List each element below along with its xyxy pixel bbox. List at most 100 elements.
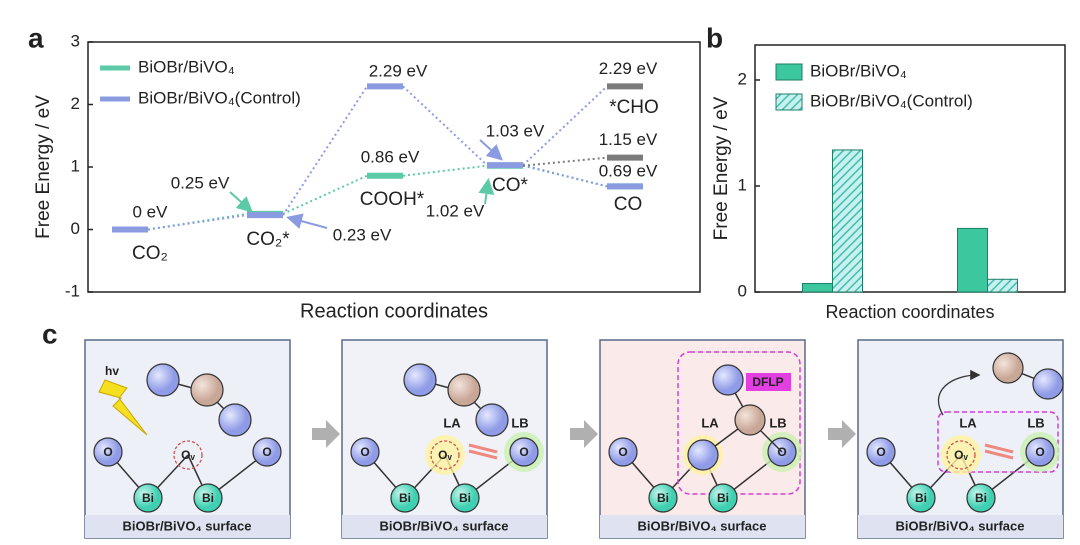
surface-label: BiOBr/BiVO₄ surface xyxy=(637,518,766,533)
bi-atom xyxy=(133,483,163,513)
bond xyxy=(984,449,1014,460)
pointer-arrow xyxy=(479,139,503,161)
o-atom xyxy=(712,364,744,396)
surface-label: BiOBr/BiVO₄ surface xyxy=(379,518,508,533)
o-atom xyxy=(93,437,123,467)
value-label: 1.03 eV xyxy=(486,121,545,140)
dflp-tag xyxy=(746,373,791,391)
dflp-frame xyxy=(937,411,1059,473)
dflp-frame xyxy=(677,351,801,495)
dflp-label: DFLP xyxy=(752,375,783,389)
value-label: 1.02 eV xyxy=(426,201,485,220)
bi-atom-label: Bi xyxy=(142,491,154,505)
surface-label: BiOBr/BiVO₄ surface xyxy=(895,518,1024,533)
vacancy xyxy=(946,440,976,470)
legend-swatch xyxy=(775,93,803,111)
legend-label: BiOBr/BiVO₄ xyxy=(810,61,907,80)
bi-atom xyxy=(390,483,420,513)
o-atom xyxy=(866,437,896,467)
category-label: CO₂* xyxy=(246,229,290,250)
o-atom xyxy=(509,437,539,467)
value-label: 2.29 eV xyxy=(599,59,658,78)
o-atom-label: O xyxy=(103,445,112,459)
c-atom xyxy=(992,352,1024,384)
o-atom-label: O xyxy=(876,445,885,459)
legend-label: BiOBr/BiVO₄(Control) xyxy=(138,88,301,107)
o-atom-label: O xyxy=(1035,445,1044,459)
o-atom-label: O xyxy=(519,445,528,459)
bar xyxy=(987,278,1018,293)
connector xyxy=(282,85,368,216)
la-label: LA xyxy=(443,415,461,430)
category-label: CO₂ xyxy=(132,243,168,264)
o-atom xyxy=(475,403,509,437)
o-atom xyxy=(350,437,380,467)
legend-swatch xyxy=(775,63,803,81)
bi-atom-label: Bi xyxy=(915,491,927,505)
scheme-panel: BiOBr/BiVO₄ surface O O Bi Bi Oᵥ hv xyxy=(84,339,291,539)
la-label: LA xyxy=(959,415,977,430)
bond xyxy=(984,443,1014,454)
hv-label: hv xyxy=(105,364,119,378)
value-label: 0.69 eV xyxy=(599,161,658,180)
pointer-arrow xyxy=(286,213,328,229)
release-arrow xyxy=(937,369,981,416)
bi-atom-label: Bi xyxy=(399,491,411,505)
value-label: 1.15 eV xyxy=(599,130,658,149)
y-tick-label: 1 xyxy=(71,156,80,175)
legend-label: BiOBr/BiVO₄(Control) xyxy=(810,91,973,110)
surface-band xyxy=(342,515,547,538)
vacancy-label: Oᵥ xyxy=(438,448,452,462)
connector xyxy=(522,164,608,188)
lb-label: LB xyxy=(1027,415,1044,430)
panel-label: c xyxy=(42,318,58,349)
category-label: CO xyxy=(614,194,643,215)
panel-label: b xyxy=(706,22,723,53)
o-atom xyxy=(1032,368,1064,400)
bi-atom-label: Bi xyxy=(202,491,214,505)
c-atom xyxy=(190,373,224,407)
value-label: 0.25 eV xyxy=(171,173,230,192)
vacancy-label: Oᵥ xyxy=(954,448,968,462)
scheme-panel: BiOBr/BiVO₄ surface DFLP LA LB O O Bi Bi xyxy=(599,339,806,539)
connector xyxy=(522,156,608,167)
y-tick-label: 2 xyxy=(738,69,747,88)
value-label: 0 eV xyxy=(133,202,169,221)
lb-label: LB xyxy=(769,415,786,430)
bond xyxy=(468,443,498,454)
step-arrow xyxy=(312,420,340,448)
surface-label: BiOBr/BiVO₄ surface xyxy=(122,518,251,533)
surface-band xyxy=(85,515,290,538)
step-arrow xyxy=(828,420,856,448)
o-atom xyxy=(1025,437,1055,467)
y-tick-label: 1 xyxy=(738,175,747,194)
connector xyxy=(147,214,248,231)
bi-atom xyxy=(193,483,223,513)
y-tick-label: 2 xyxy=(71,94,80,113)
panel-label: a xyxy=(28,22,44,53)
value-label: 2.29 eV xyxy=(369,61,428,80)
y-tick-label: 0 xyxy=(738,281,747,300)
bi-atom-label: Bi xyxy=(975,491,987,505)
lb-label: LB xyxy=(511,415,528,430)
o-atom-label: O xyxy=(262,445,271,459)
bar xyxy=(957,227,988,293)
bound-atom xyxy=(687,439,719,471)
bar xyxy=(802,283,833,293)
y-axis-label: Free Energy / eV xyxy=(711,96,732,240)
branch-label: *CHO xyxy=(609,97,659,118)
y-tick-label: 3 xyxy=(71,31,80,50)
category-label: COOH* xyxy=(360,189,425,210)
step-arrow xyxy=(570,420,598,448)
scheme-panel: BiOBr/BiVO₄ surface LA LB O O Bi Bi Oᵥ xyxy=(857,339,1064,539)
x-axis-label: Reaction coordinates xyxy=(300,300,488,322)
light-bolt xyxy=(98,379,148,436)
bi-atom-label: Bi xyxy=(717,491,729,505)
surface-band xyxy=(600,515,805,538)
value-label: 0.86 eV xyxy=(361,147,420,166)
bi-atom xyxy=(648,483,678,513)
bond xyxy=(468,449,498,460)
category-label: CO* xyxy=(492,175,529,196)
bar xyxy=(832,149,863,293)
